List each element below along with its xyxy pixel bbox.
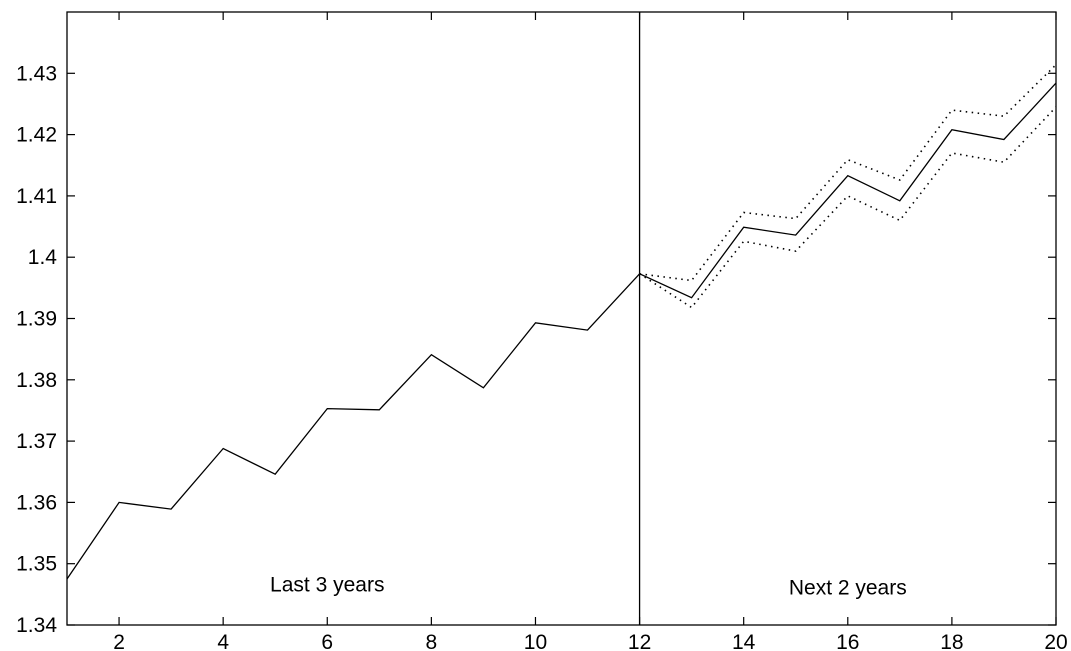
series-line <box>66 82 1057 580</box>
y-tick-label: 1.34 <box>16 614 57 637</box>
x-tick-label: 8 <box>426 631 438 651</box>
y-tick-label: 1.41 <box>16 185 57 208</box>
x-tick-label: 18 <box>940 631 963 651</box>
x-tick-label: 16 <box>836 631 859 651</box>
annotation-label: Last 3 years <box>270 573 384 596</box>
tick-marks <box>67 12 1057 626</box>
y-tick-labels: 1.34 1.35 1.36 1.37 1.38 1.39 1.4 1.41 1.42 1.43 <box>16 62 57 637</box>
y-tick-label: 1.36 <box>16 491 57 514</box>
x-tick-label: 20 <box>1044 631 1067 651</box>
y-tick-label: 1.35 <box>16 553 57 576</box>
x-tick-label: 14 <box>732 631 756 651</box>
x-tick-label: 6 <box>321 631 333 651</box>
y-tick-label: 1.42 <box>16 124 57 147</box>
confidence-band-line <box>639 64 1057 282</box>
x-tick-label: 10 <box>524 631 547 651</box>
annotation-label: Next 2 years <box>789 576 907 599</box>
y-tick-label: 1.4 <box>28 246 58 269</box>
x-tick-label: 4 <box>217 631 229 651</box>
series-group <box>66 64 1057 580</box>
y-tick-label: 1.38 <box>16 369 57 392</box>
x-tick-label: 2 <box>113 631 125 651</box>
plot-frame <box>66 11 1057 626</box>
confidence-band-line <box>639 106 1057 309</box>
x-tick-label: 12 <box>628 631 651 651</box>
y-tick-label: 1.37 <box>16 430 57 453</box>
y-tick-label: 1.39 <box>16 308 57 331</box>
y-tick-label: 1.43 <box>16 62 57 85</box>
annotations: Last 3 years Next 2 years <box>270 573 907 599</box>
x-tick-labels: 2 4 6 8 10 12 14 16 18 20 <box>113 631 1067 651</box>
